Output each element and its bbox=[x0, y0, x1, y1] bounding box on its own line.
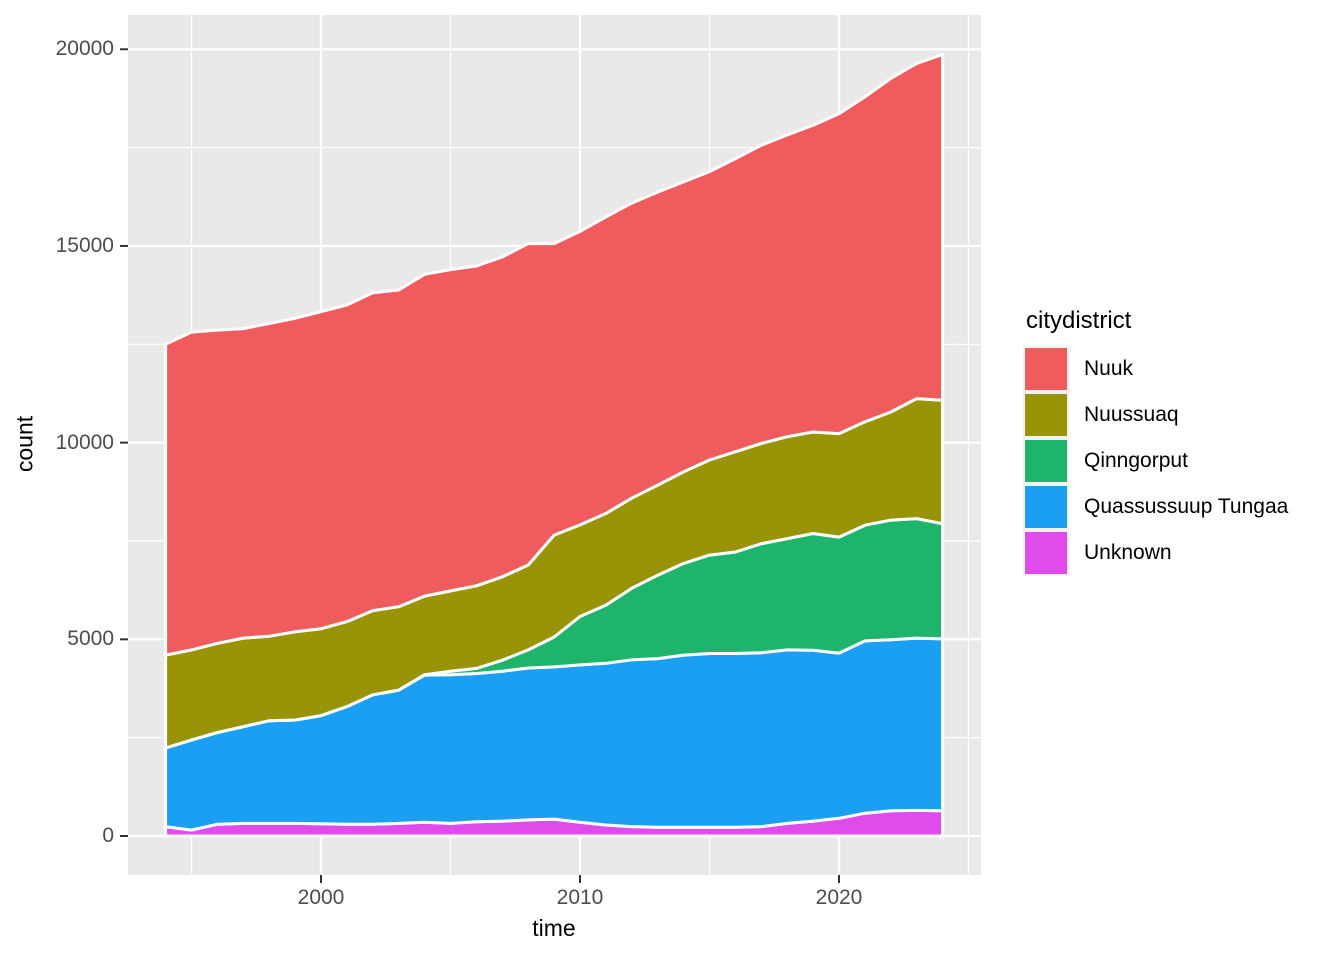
legend-swatch bbox=[1023, 346, 1069, 392]
legend-label: Unknown bbox=[1084, 541, 1172, 564]
x-tick-label: 2010 bbox=[556, 886, 604, 909]
y-tick-label: 20000 bbox=[55, 37, 114, 61]
legend-label: Qinngorput bbox=[1084, 449, 1188, 472]
legend-items: Nuuk Nuussuaq Qinngorput Quassussuup Tungaa… bbox=[1023, 346, 1289, 576]
legend-swatch bbox=[1023, 438, 1069, 484]
y-tick-label: 15000 bbox=[55, 233, 114, 257]
y-tick-label: 0 bbox=[102, 824, 114, 847]
legend-swatch bbox=[1023, 530, 1069, 576]
legend-label: Nuuk bbox=[1084, 357, 1134, 380]
y-tick-label: 5000 bbox=[67, 627, 114, 651]
area-nuuk bbox=[164, 52, 945, 657]
y-tick-label: 10000 bbox=[55, 430, 114, 454]
legend-item-quassussuup-tungaa: Quassussuup Tungaa bbox=[1023, 484, 1289, 530]
x-axis-title: time bbox=[532, 915, 576, 941]
legend-swatch bbox=[1023, 484, 1069, 530]
x-tick-label: 2000 bbox=[297, 886, 345, 909]
legend-label: Nuussuaq bbox=[1084, 403, 1179, 426]
legend-item-nuussuaq: Nuussuaq bbox=[1023, 392, 1288, 438]
y-axis-title: count bbox=[11, 415, 38, 473]
legend-label: Quassussuup Tungaa bbox=[1084, 495, 1289, 518]
legend-title: citydistrict bbox=[1026, 307, 1132, 334]
legend-item-nuuk: Nuuk bbox=[1023, 346, 1288, 392]
legend-swatch bbox=[1023, 392, 1069, 438]
legend: citydistrict Nuuk Nuussuaq Qinngorput Quass… bbox=[1023, 307, 1289, 578]
x-tick-label: 2020 bbox=[815, 886, 863, 909]
legend-item-unknown: Unknown bbox=[1023, 530, 1288, 576]
legend-item-qinngorput: Qinngorput bbox=[1023, 438, 1288, 484]
